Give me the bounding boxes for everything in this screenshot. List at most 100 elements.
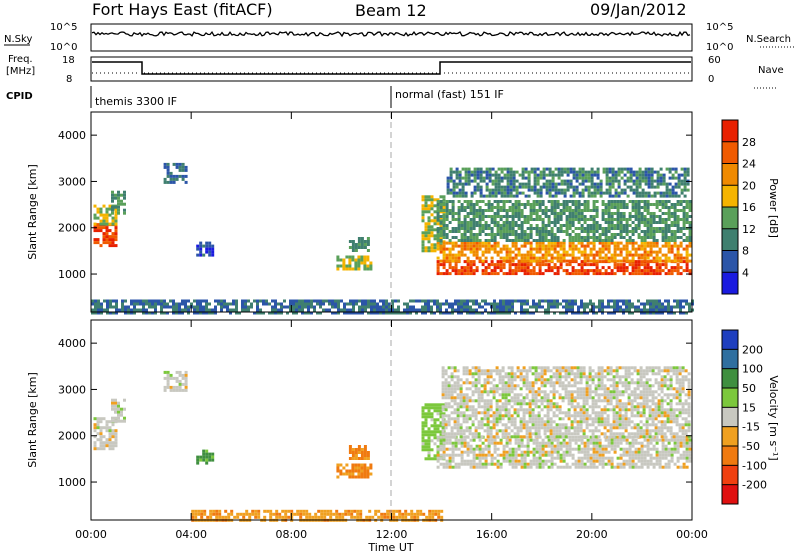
- heatmap-cell: [676, 200, 680, 203]
- heatmap-cell: [610, 221, 614, 224]
- heatmap-cell: [474, 381, 478, 385]
- heatmap-cell: [108, 207, 112, 211]
- heatmap-cell: [360, 243, 364, 246]
- heatmap-cell: [517, 212, 521, 215]
- heatmap-cell: [646, 459, 650, 463]
- heatmap-cell: [289, 299, 292, 303]
- heatmap-cell: [111, 444, 115, 448]
- heatmap-cell: [664, 236, 668, 239]
- heatmap-cell: [583, 230, 587, 233]
- heatmap-cell: [453, 384, 457, 388]
- heatmap-cell: [683, 170, 687, 174]
- heatmap-cell: [544, 462, 548, 466]
- heatmap-cell: [550, 302, 553, 306]
- heatmap-cell: [489, 390, 493, 394]
- heatmap-cell: [166, 180, 170, 184]
- heatmap-cell: [566, 167, 570, 171]
- heatmap-cell: [641, 179, 645, 183]
- heatmap-cell: [685, 447, 689, 451]
- heatmap-cell: [546, 414, 550, 418]
- heatmap-cell: [105, 235, 109, 239]
- heatmap-cell: [554, 191, 558, 195]
- heatmap-cell: [595, 200, 599, 203]
- heatmap-cell: [478, 206, 482, 209]
- heatmap-cell: [439, 453, 443, 457]
- heatmap-cell: [547, 465, 551, 469]
- heatmap-cell: [595, 465, 599, 469]
- heatmap-cell: [454, 259, 458, 263]
- heatmap-cell: [649, 269, 653, 273]
- heatmap-cell: [526, 308, 529, 312]
- heatmap-cell: [111, 219, 115, 223]
- heatmap-cell: [559, 218, 563, 221]
- heatmap-cell: [454, 230, 458, 233]
- heatmap-cell: [562, 299, 565, 303]
- heatmap-cell: [366, 237, 370, 240]
- heatmap-cell: [433, 204, 437, 208]
- heatmap-cell: [536, 179, 540, 183]
- heatmap-cell: [469, 444, 473, 448]
- heatmap-cell: [631, 438, 635, 442]
- heatmap-cell: [235, 308, 238, 312]
- heatmap-cell: [616, 241, 620, 245]
- heatmap-cell: [468, 381, 472, 385]
- heatmap-cell: [472, 465, 476, 469]
- heatmap-cell: [676, 447, 680, 451]
- heatmap-cell: [670, 269, 674, 273]
- heatmap-cell: [556, 266, 560, 270]
- heatmap-cell: [577, 227, 581, 230]
- heatmap-cell: [502, 447, 506, 451]
- heatmap-cell: [619, 247, 623, 251]
- heatmap-cell: [541, 444, 545, 448]
- heatmap-cell: [625, 256, 629, 260]
- heatmap-cell: [469, 236, 473, 239]
- heatmap-cell: [520, 311, 523, 315]
- heatmap-cell: [667, 462, 671, 466]
- heatmap-cell: [562, 311, 565, 315]
- heatmap-cell: [637, 450, 641, 454]
- heatmap-cell: [476, 173, 480, 177]
- heatmap-cell: [511, 462, 515, 466]
- heatmap-cell: [360, 466, 364, 470]
- heatmap-cell: [560, 188, 564, 192]
- heatmap-cell: [566, 188, 570, 192]
- heatmap-cell: [491, 191, 495, 195]
- heatmap-cell: [366, 255, 370, 259]
- heatmap-cell: [111, 435, 115, 439]
- heatmap-cell: [580, 263, 584, 267]
- heatmap-cell: [427, 249, 431, 253]
- heatmap-cell: [501, 393, 505, 397]
- heatmap-cell: [235, 299, 238, 303]
- heatmap-cell: [512, 182, 516, 186]
- power-colorbar-label: Power [dB]: [767, 178, 780, 238]
- colorbar-swatch: [722, 120, 738, 142]
- heatmap-cell: [494, 179, 498, 183]
- heatmap-cell: [619, 263, 623, 267]
- heatmap-cell: [521, 170, 525, 174]
- heatmap-cell: [656, 179, 660, 183]
- heatmap-cell: [520, 212, 524, 215]
- heatmap-cell: [169, 385, 173, 389]
- heatmap-cell: [556, 447, 560, 451]
- heatmap-cell: [670, 311, 673, 315]
- heatmap-cell: [661, 444, 665, 448]
- heatmap-cell: [592, 247, 596, 251]
- heatmap-cell: [649, 456, 653, 460]
- heatmap-cell: [637, 260, 641, 264]
- heatmap-cell: [166, 171, 170, 175]
- heatmap-cell: [528, 369, 532, 373]
- heatmap-cell: [506, 167, 510, 171]
- heatmap-cell: [568, 218, 572, 221]
- heatmap-cell: [661, 305, 664, 309]
- heatmap-cell: [628, 212, 632, 215]
- heatmap-cell: [536, 176, 540, 180]
- heatmap-cell: [493, 244, 497, 248]
- heatmap-cell: [475, 224, 479, 227]
- heatmap-cell: [102, 235, 106, 239]
- heatmap-cell: [676, 221, 680, 224]
- heatmap-cell: [474, 435, 478, 439]
- heatmap-cell: [543, 384, 547, 388]
- heatmap-cell: [436, 266, 440, 270]
- heatmap-cell: [157, 302, 160, 306]
- heatmap-cell: [331, 299, 334, 303]
